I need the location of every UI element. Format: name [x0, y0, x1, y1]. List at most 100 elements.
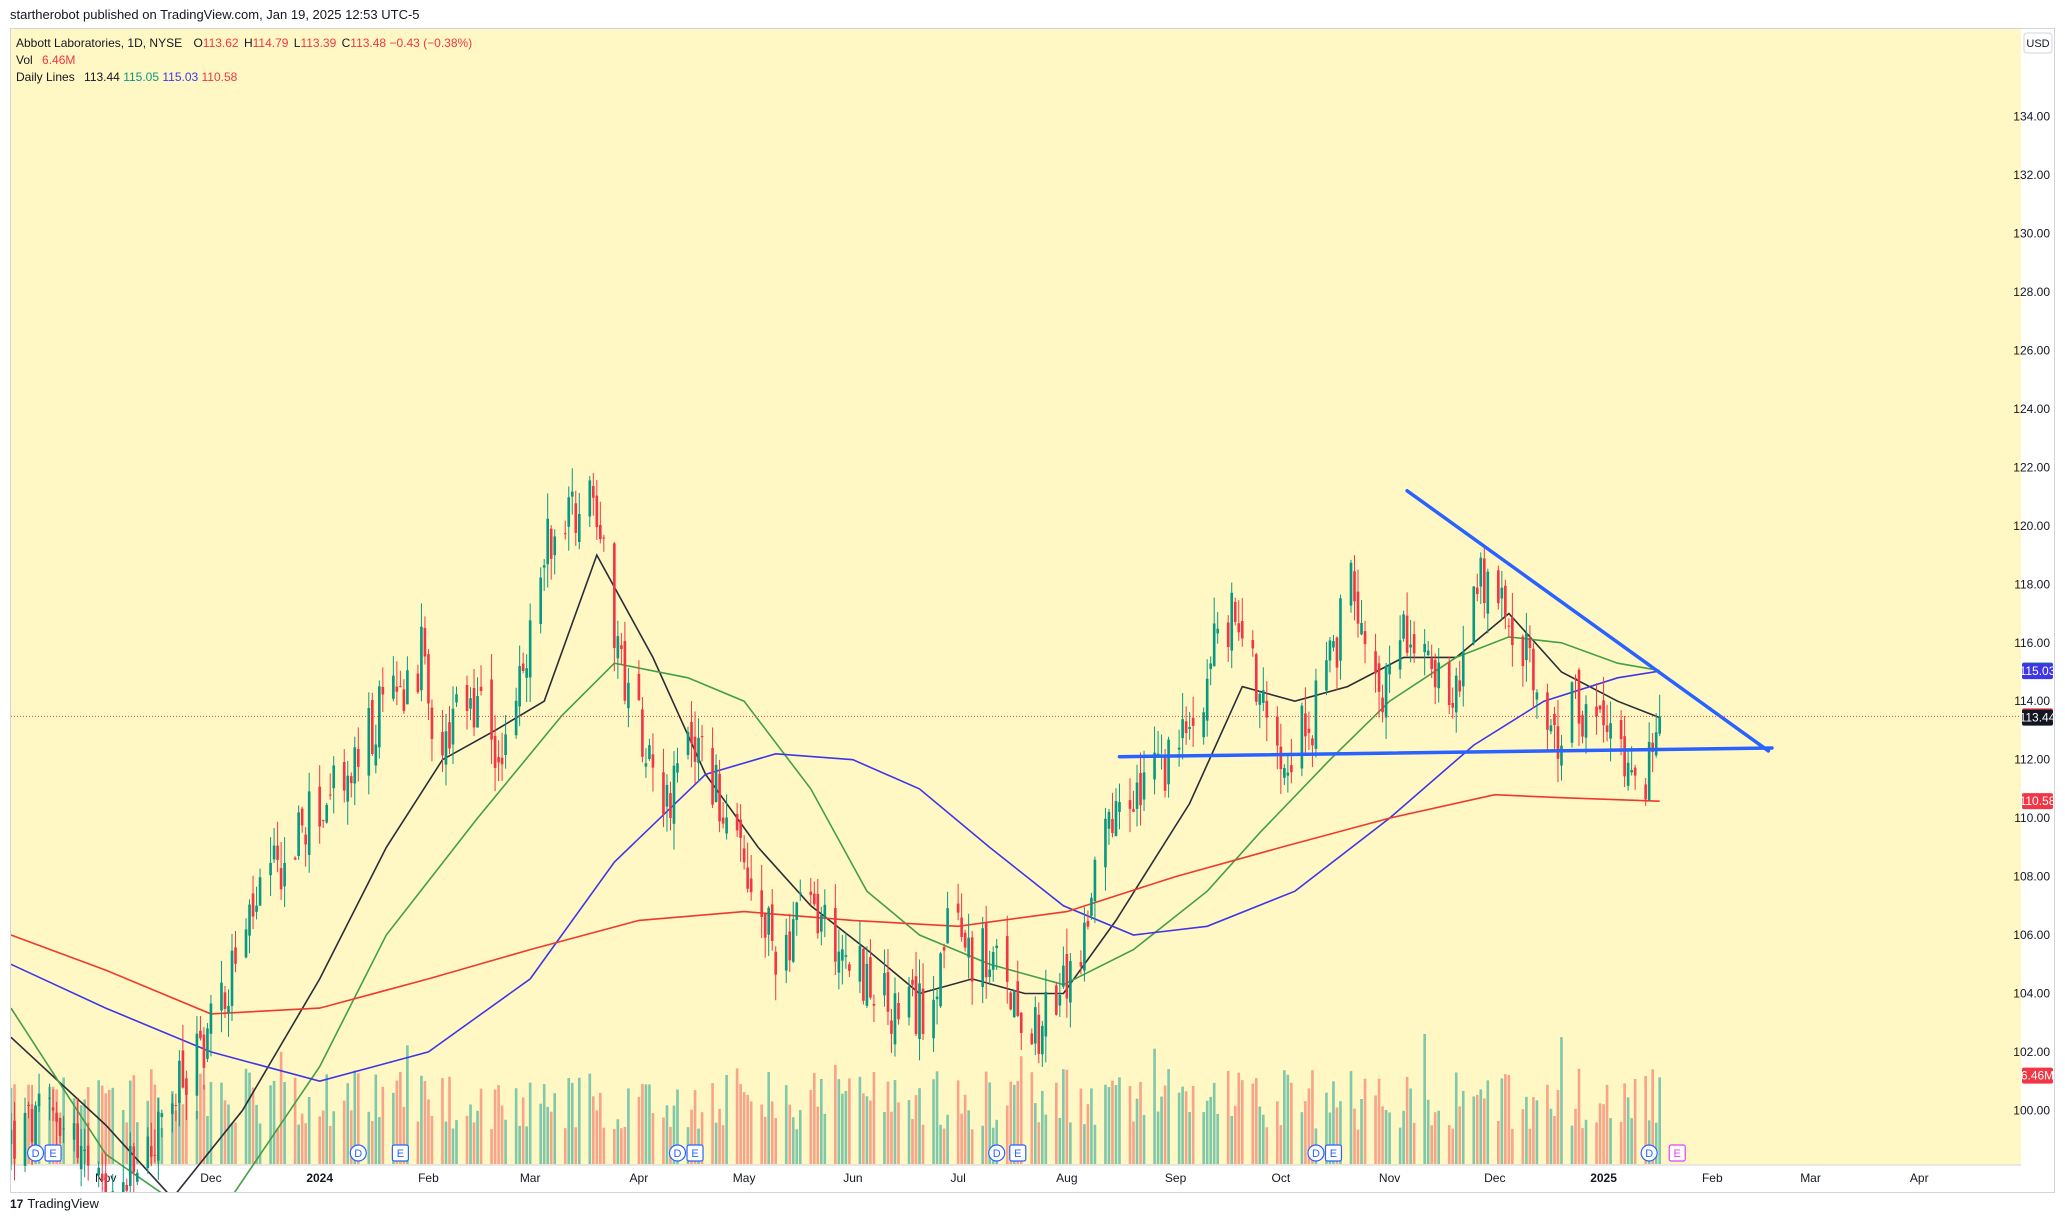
volume-bar [490, 1129, 493, 1164]
volume-bar [521, 1097, 525, 1164]
volume-bar [665, 1105, 669, 1164]
candle-body [1535, 692, 1539, 700]
candle-body [1055, 985, 1058, 1015]
volume-bar [283, 1081, 286, 1164]
event-marker-label[interactable]: D [993, 1148, 1001, 1160]
volume-bar [1654, 1122, 1658, 1164]
event-marker-frame[interactable] [988, 1144, 1006, 1162]
currency-button-frame[interactable] [2023, 32, 2053, 54]
candle-body [521, 663, 525, 671]
candle-body [399, 686, 402, 688]
volume-bar [128, 1080, 132, 1164]
volume-bar [367, 1111, 371, 1164]
candle-body [1560, 745, 1563, 766]
event-marker-earnings[interactable]: E [391, 1144, 409, 1162]
candle-body [1033, 1007, 1037, 1044]
event-marker-label[interactable]: D [354, 1148, 362, 1160]
volume-bar [227, 1104, 230, 1164]
event-marker-frame[interactable] [1324, 1144, 1343, 1162]
volume-label[interactable]: Vol [16, 53, 33, 67]
trendline-2[interactable] [1117, 746, 1774, 759]
event-marker-frame[interactable] [1307, 1144, 1325, 1162]
candle-body [897, 1003, 900, 1020]
event-marker-dividend[interactable]: D [988, 1144, 1006, 1162]
candle-body [1290, 765, 1293, 773]
event-marker-label[interactable]: E [397, 1148, 404, 1160]
event-marker-label[interactable]: E [691, 1148, 698, 1160]
event-marker-label[interactable]: E [1330, 1148, 1337, 1160]
currency-button[interactable]: USD [2023, 32, 2053, 54]
candle-body [195, 1033, 199, 1096]
volume-bar [1461, 1090, 1465, 1164]
volume-bar [444, 1121, 448, 1164]
event-marker-frame[interactable] [349, 1144, 367, 1162]
volume-bar [932, 1079, 935, 1164]
event-marker-frame[interactable] [26, 1144, 45, 1162]
event-marker-frame[interactable] [1009, 1144, 1027, 1162]
volume-bar [1423, 1034, 1426, 1164]
event-marker-label[interactable]: E [1014, 1148, 1021, 1160]
time-tick-label: Mar [520, 1171, 541, 1185]
candle-body [1111, 819, 1114, 834]
volume-bar [588, 1073, 592, 1164]
event-marker-dividend[interactable]: D [668, 1144, 687, 1162]
currency-label[interactable]: USD [2026, 38, 2049, 50]
candle-body [1549, 725, 1553, 732]
volume-bar [27, 1084, 30, 1164]
event-marker-earnings[interactable]: E [1009, 1144, 1027, 1162]
chart-area[interactable]: USD 100.00 102.00 104.00 106.00 108.00 110.00 1… [10, 28, 2055, 1193]
event-marker-earnings[interactable]: E [44, 1144, 62, 1162]
trendline-1[interactable] [1405, 489, 1771, 753]
price-tick-label: 126.00 [2013, 343, 2050, 357]
candle-body [1191, 717, 1195, 726]
tradingview-logo-icon[interactable]: 17 [10, 1197, 24, 1211]
event-marker-dividend[interactable]: D [1640, 1144, 1658, 1162]
volume-bar [1205, 1100, 1209, 1164]
volume-bar [399, 1071, 402, 1164]
event-marker-label[interactable]: E [1674, 1148, 1681, 1160]
candle-body [378, 686, 381, 748]
event-marker-earnings[interactable]: E [1324, 1144, 1343, 1162]
event-marker-dividend[interactable]: D [349, 1144, 367, 1162]
candle-body [1486, 571, 1490, 614]
event-marker-frame[interactable] [668, 1144, 687, 1162]
candle-body [1135, 782, 1139, 809]
volume-bar [279, 1051, 283, 1164]
candle-body [353, 747, 357, 784]
event-marker-frame[interactable] [1668, 1144, 1686, 1162]
volume-bar [1360, 1098, 1363, 1164]
volume-bar [244, 1068, 248, 1164]
symbol-name[interactable]: Abbott Laboratories, 1D, NYSE [16, 36, 183, 50]
volume-bar [1118, 1077, 1121, 1164]
event-marker-label[interactable]: D [32, 1148, 40, 1160]
event-marker-frame[interactable] [391, 1144, 409, 1162]
event-marker-frame[interactable] [44, 1144, 62, 1162]
event-marker-label[interactable]: D [1645, 1148, 1653, 1160]
volume-bar [1609, 1118, 1612, 1164]
event-marker-earnings[interactable]: E [1668, 1144, 1686, 1162]
candle-body [711, 747, 714, 805]
daily-lines-label[interactable]: Daily Lines [16, 70, 75, 84]
event-marker-frame[interactable] [686, 1144, 704, 1162]
candle-body [293, 857, 297, 860]
candle-body [1181, 719, 1184, 739]
candle-body [1009, 992, 1013, 1010]
candle-body [472, 688, 476, 728]
price-chart[interactable]: USD 100.00 102.00 104.00 106.00 108.00 110.00 1… [11, 29, 2054, 1192]
candle-body [890, 1020, 893, 1034]
volume-bar [1114, 1085, 1118, 1164]
volume-bar [1058, 1117, 1062, 1164]
event-marker-label[interactable]: D [674, 1148, 682, 1160]
candle-body [693, 736, 697, 762]
tradingview-brand[interactable]: TradingView [27, 1196, 99, 1211]
candle-body [328, 794, 332, 796]
event-marker-dividend[interactable]: D [1307, 1144, 1325, 1162]
candles [11, 468, 1662, 1192]
event-marker-label[interactable]: D [1312, 1148, 1320, 1160]
event-marker-earnings[interactable]: E [686, 1144, 704, 1162]
event-marker-label[interactable]: E [49, 1148, 56, 1160]
event-marker-dividend[interactable]: D [26, 1144, 45, 1162]
candle-body [476, 696, 479, 728]
volume-bar [1062, 1069, 1065, 1164]
event-marker-frame[interactable] [1640, 1144, 1658, 1162]
